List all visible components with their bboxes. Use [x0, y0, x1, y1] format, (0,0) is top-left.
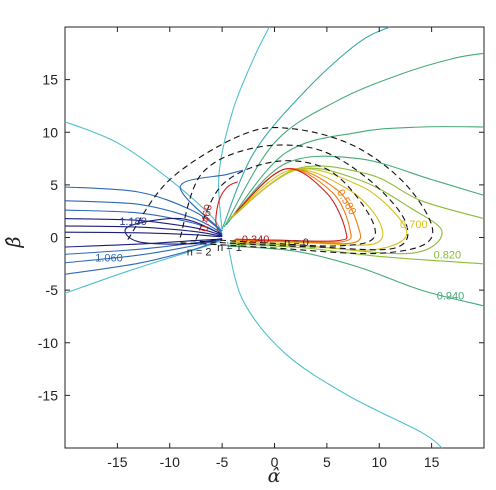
photon-ring — [195, 160, 376, 247]
contour-line — [225, 126, 485, 226]
y-tick-label: 10 — [42, 124, 58, 140]
contour-line — [64, 240, 223, 294]
y-tick-label: 0 — [50, 230, 58, 246]
x-tick-label: 15 — [424, 454, 440, 470]
contour-labels: 1.180 1.060 0.340 0.460 0.580 0.700 0.820 0.940… — [95, 187, 464, 302]
photon-rings — [127, 126, 434, 255]
contour-value-label: 1.060 — [95, 253, 123, 265]
contour-line — [229, 243, 485, 265]
contour-line — [64, 200, 223, 237]
x-tick-label: -10 — [160, 454, 180, 470]
contour-line — [218, 26, 270, 232]
y-axis-label: β̂ — [3, 236, 25, 248]
x-axis-label: α̂ — [268, 465, 281, 487]
axis-ticks: -15 -10 -5 0 5 10 15 -15 -10 -5 0 5 10 15 — [38, 27, 484, 470]
contour-line — [64, 238, 223, 275]
contour-line — [235, 168, 348, 242]
x-tick-label: -15 — [107, 454, 127, 470]
y-tick-label: -5 — [46, 282, 59, 298]
contour-line — [232, 168, 384, 246]
contour-line — [234, 168, 352, 243]
contour-value-label: 0.820 — [434, 250, 462, 262]
contour-value-label: 0.340 — [242, 234, 270, 246]
contour-line — [64, 218, 223, 237]
contour-value-label: 0.460 — [198, 203, 215, 232]
contour-line — [221, 26, 390, 230]
x-tick-label: 5 — [323, 454, 331, 470]
contour-line — [223, 52, 485, 228]
x-tick-label: 0 — [271, 454, 279, 470]
contour-line — [179, 169, 244, 232]
contour-line — [64, 231, 223, 238]
y-tick-label: 15 — [42, 72, 58, 88]
y-tick-label: -10 — [38, 335, 58, 351]
photon-ring-label: n = 0 — [284, 237, 309, 249]
x-tick-label: 10 — [371, 454, 387, 470]
contour-value-label: 0.580 — [334, 187, 358, 217]
contour-lines — [64, 26, 485, 449]
x-tick-label: -5 — [216, 454, 229, 470]
y-tick-label: -15 — [38, 387, 58, 403]
contour-line — [64, 225, 223, 237]
contour-line — [64, 238, 223, 264]
contour-line — [226, 241, 443, 449]
plot-frame — [64, 26, 485, 449]
contour-line — [64, 238, 223, 248]
photon-ring-label: n = 2 — [187, 246, 212, 258]
contour-line — [64, 186, 223, 237]
photon-ring-label: n = 1 — [217, 242, 242, 254]
contour-line — [227, 245, 485, 307]
photon-ring — [127, 126, 434, 255]
contour-line — [228, 155, 485, 223]
photon-ring — [179, 144, 409, 251]
contour-value-label: 0.940 — [437, 291, 465, 303]
contour-value-label: 0.700 — [400, 219, 428, 231]
y-tick-label: 5 — [50, 177, 58, 193]
contour-value-label: 1.180 — [119, 216, 147, 228]
